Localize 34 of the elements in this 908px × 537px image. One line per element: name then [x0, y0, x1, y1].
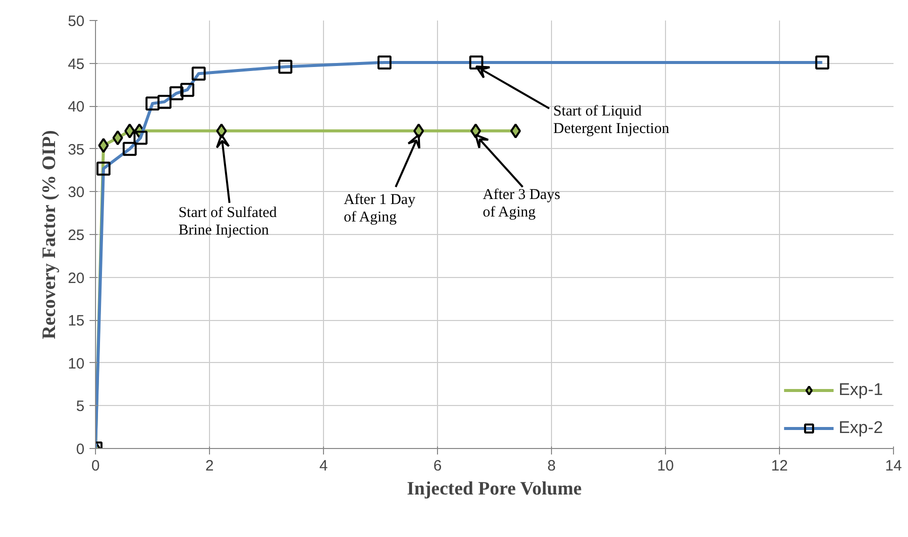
annotation: After 3 Days of Aging — [482, 186, 560, 221]
x-tick-label: 4 — [319, 458, 328, 474]
x-tick-label: 8 — [547, 458, 556, 474]
y-tick-label: 10 — [68, 355, 85, 372]
annotation: Start of Sulfated Brine Injection — [178, 204, 278, 239]
x-tick-label: 12 — [771, 458, 788, 474]
point — [98, 138, 109, 153]
x-tick-label: 10 — [657, 458, 674, 474]
y-tick-label: 50 — [68, 13, 85, 30]
x-tick-label: 0 — [91, 458, 100, 474]
y-tick-label: 20 — [68, 270, 85, 287]
y-axis-title: Recovery Factor (% OIP) — [38, 130, 60, 340]
annotation: After 1 Day of Aging — [344, 192, 416, 226]
y-tick-label: 25 — [68, 227, 85, 244]
point — [413, 123, 424, 138]
legend-label: Exp-2 — [838, 418, 883, 438]
point — [510, 123, 521, 138]
y-tick-label: 45 — [68, 56, 85, 73]
y-tick-label: 30 — [68, 184, 85, 202]
x-tick-label: 14 — [885, 458, 902, 474]
x-axis-title: Injected Pore Volume — [406, 478, 582, 500]
x-tick-label: 2 — [205, 458, 214, 474]
legend-label: Exp-1 — [838, 380, 883, 400]
point — [470, 123, 482, 138]
annotation: Start of Liquid Detergent Injection — [553, 103, 670, 138]
point — [124, 123, 136, 138]
y-tick-label: 15 — [68, 312, 85, 330]
x-tick-label: 6 — [433, 458, 442, 474]
y-tick-label: 40 — [68, 98, 85, 116]
y-tick-label: 5 — [76, 398, 84, 416]
y-tick-label: 0 — [76, 441, 84, 458]
point — [216, 123, 227, 138]
y-tick-label: 35 — [68, 141, 85, 158]
point — [112, 130, 124, 146]
